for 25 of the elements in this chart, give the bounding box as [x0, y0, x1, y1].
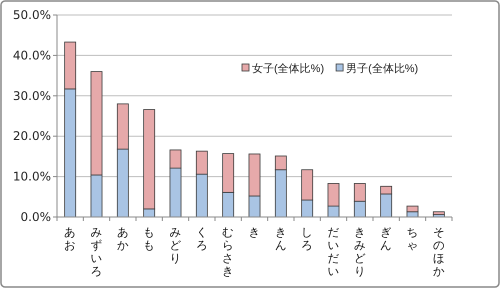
x-tick-label: あか — [116, 227, 129, 252]
y-tick-label: 40.0% — [12, 48, 51, 62]
y-tick-label: 50.0% — [12, 8, 51, 22]
legend-label: 女子(全体比%) — [252, 62, 324, 75]
x-tick-label: き — [248, 227, 260, 239]
x-tick-label: くろ — [196, 227, 208, 252]
legend-label: 男子(全体比%) — [346, 62, 418, 75]
x-tick-label: ちゃ — [406, 227, 418, 252]
x-tick-label: みずいろ — [90, 227, 102, 278]
y-tick-label: 30.0% — [12, 88, 51, 103]
x-tick-label: ぎん — [380, 226, 392, 252]
bar — [432, 211, 445, 215]
x-tick-label: しろ — [301, 227, 314, 252]
y-tick-label: 0.0% — [20, 210, 51, 224]
x-tick-label: きみどり — [354, 227, 366, 278]
y-tick-label: 20.0% — [12, 129, 51, 144]
x-tick-label: みどり — [170, 227, 182, 265]
bar — [406, 206, 418, 212]
x-tick-label: あお — [64, 227, 76, 252]
y-tick-label: 10.0% — [12, 170, 51, 184]
x-tick-label: むらさき — [222, 227, 234, 278]
x-tick-label: もも — [143, 227, 156, 252]
x-tick-label: そのほか — [432, 227, 445, 278]
x-tick-label: だいだい — [328, 227, 340, 278]
x-tick-label: きん — [274, 227, 287, 252]
